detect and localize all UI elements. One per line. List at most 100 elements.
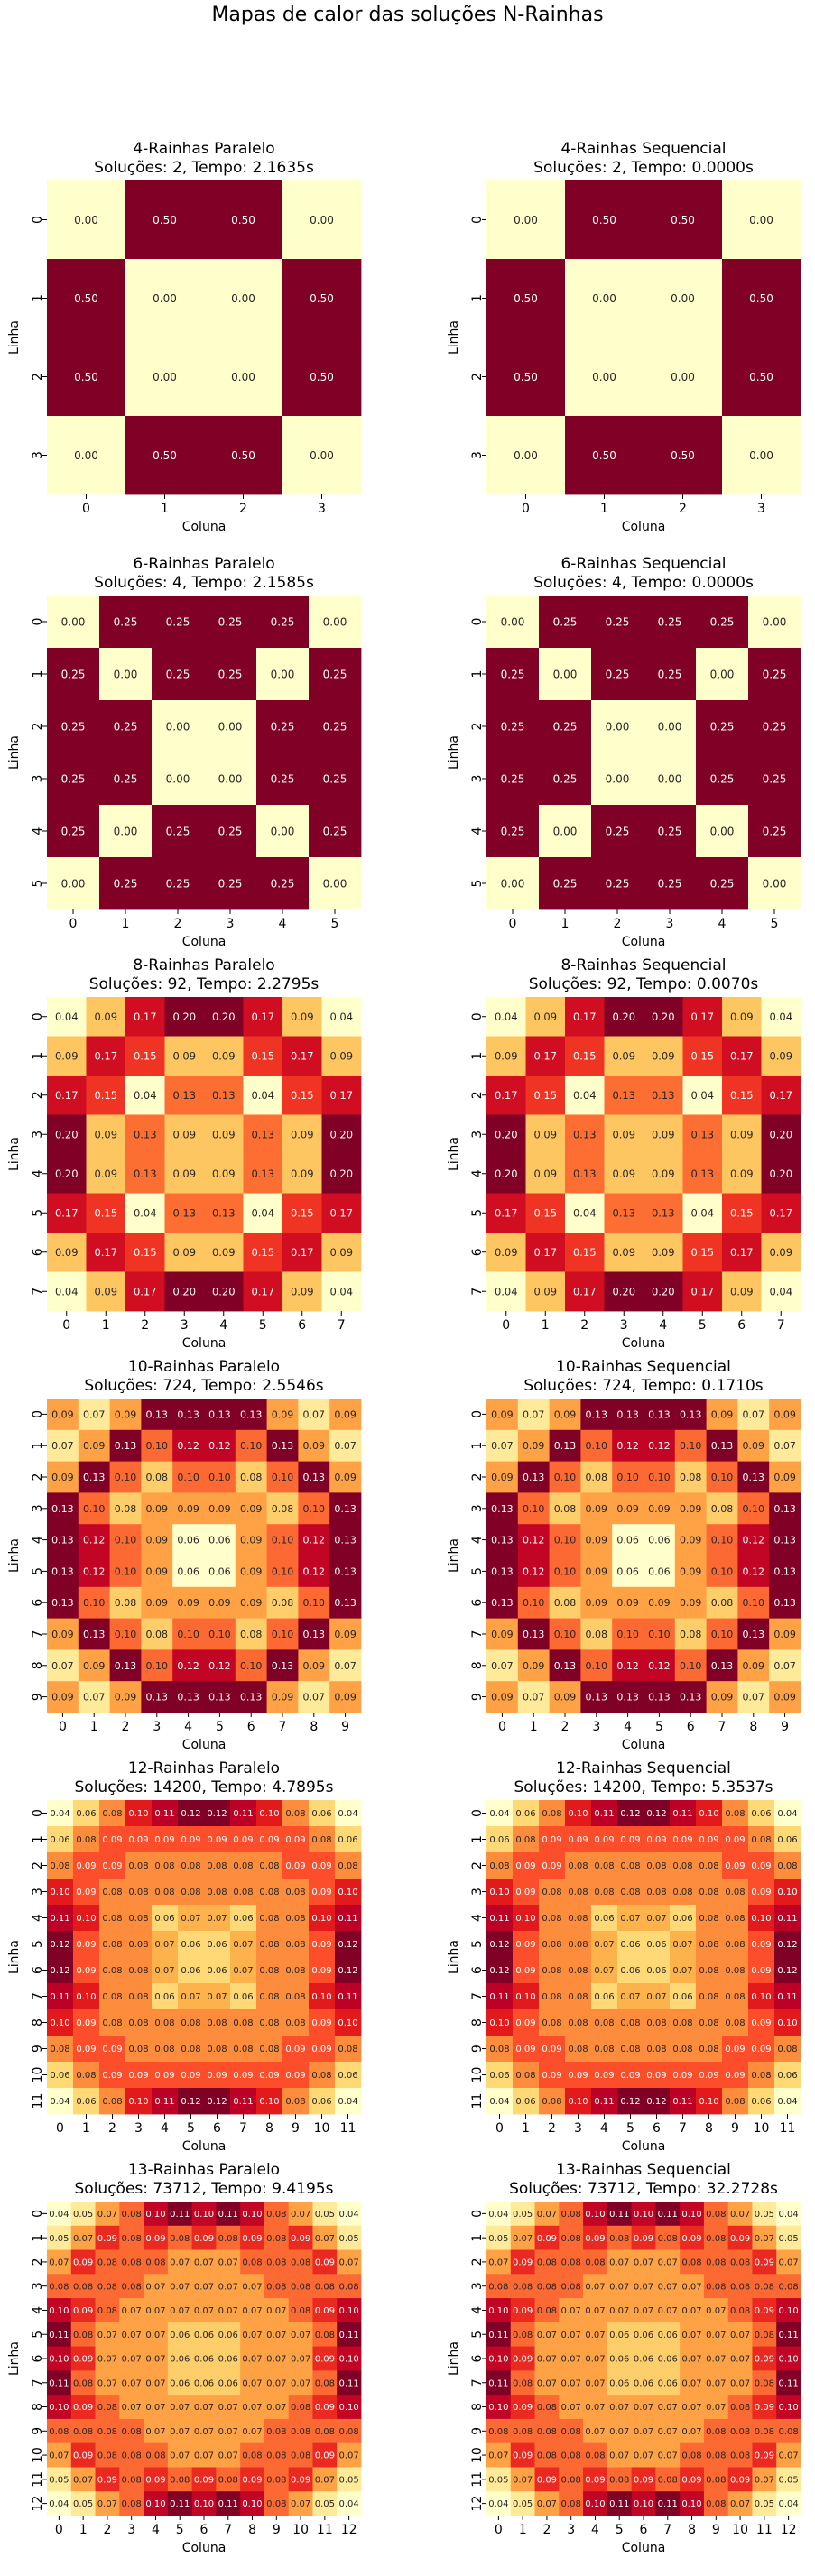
cell-label: 0.08 bbox=[730, 2306, 750, 2316]
cell-label: 0.08 bbox=[609, 2234, 629, 2244]
cell-label: 0.08 bbox=[699, 1966, 718, 1976]
heatmap-cell bbox=[486, 1556, 519, 1588]
heatmap-cell bbox=[243, 1036, 283, 1076]
heatmap-cell bbox=[298, 1649, 330, 1682]
x-tick-label: 3 bbox=[567, 2523, 575, 2537]
cell-label: 0.09 bbox=[699, 2071, 718, 2081]
cell-label: 0.12 bbox=[777, 1966, 797, 1976]
heatmap-cell bbox=[152, 752, 205, 806]
cell-label: 0.08 bbox=[777, 1861, 797, 1871]
heatmap-cell bbox=[674, 1492, 707, 1525]
cell-label: 0.07 bbox=[242, 2331, 262, 2341]
cell-label: 0.11 bbox=[50, 1992, 69, 2002]
heatmap-cell bbox=[152, 805, 205, 858]
cell-label: 0.10 bbox=[49, 2306, 69, 2316]
cell-label: 0.08 bbox=[181, 1861, 200, 1871]
heatmap-cell bbox=[722, 997, 762, 1037]
heatmap-cell bbox=[125, 259, 205, 338]
cell-label: 0.08 bbox=[568, 1966, 588, 1976]
cell-label: 0.08 bbox=[620, 1861, 640, 1871]
cell-label: 0.09 bbox=[648, 1503, 671, 1515]
heatmap-cell bbox=[486, 1399, 519, 1431]
heatmap-cell bbox=[266, 1618, 299, 1650]
cell-label: 0.12 bbox=[338, 1966, 357, 1976]
x-tick-label: 7 bbox=[239, 2121, 247, 2136]
cell-label: 0.06 bbox=[208, 1535, 231, 1547]
cell-label: 0.10 bbox=[146, 1440, 169, 1452]
cell-label: 0.08 bbox=[568, 2018, 588, 2028]
cell-label: 0.08 bbox=[730, 2282, 750, 2292]
cell-label: 0.09 bbox=[315, 2306, 335, 2316]
y-tick-label: 1 bbox=[31, 1442, 45, 1450]
heatmap-cell bbox=[86, 1076, 126, 1115]
x-tick-label: 1 bbox=[90, 1720, 98, 1734]
heatmap-cell bbox=[172, 1556, 205, 1588]
cell-label: 0.25 bbox=[61, 772, 86, 785]
cell-label: 0.08 bbox=[488, 2282, 508, 2292]
y-tick-label: 8 bbox=[31, 2018, 45, 2027]
cell-label: 0.07 bbox=[730, 2331, 750, 2341]
cell-label: 0.08 bbox=[266, 2258, 286, 2268]
heatmap-cell bbox=[256, 1852, 283, 1879]
heatmap-cell bbox=[644, 1233, 683, 1272]
cell-label: 0.10 bbox=[778, 2355, 798, 2365]
heatmap-cell bbox=[256, 1905, 283, 1932]
heatmap-cell bbox=[266, 1524, 299, 1556]
heatmap-cell bbox=[612, 1681, 644, 1713]
heatmap-cell bbox=[696, 596, 749, 649]
cell-label: 0.07 bbox=[315, 2475, 335, 2485]
cell-label: 0.09 bbox=[730, 2234, 750, 2244]
heatmap-cell bbox=[335, 1905, 362, 1932]
heatmap-cell bbox=[256, 752, 310, 806]
heatmap-cell bbox=[204, 1879, 231, 1906]
panel-subtitle: Soluções: 4, Tempo: 0.0000s bbox=[533, 574, 754, 592]
cell-label: 0.08 bbox=[542, 1992, 561, 2002]
heatmap-cell bbox=[517, 1586, 550, 1619]
cell-label: 0.08 bbox=[725, 1809, 745, 1819]
cell-label: 0.09 bbox=[594, 1835, 614, 1845]
cell-label: 0.09 bbox=[240, 1535, 263, 1547]
heatmap-cell bbox=[644, 1429, 676, 1462]
cell-label: 0.10 bbox=[311, 1992, 331, 2002]
heatmap-cell bbox=[706, 1461, 738, 1493]
cell-label: 0.06 bbox=[177, 1535, 199, 1547]
cell-label: 0.11 bbox=[489, 1914, 509, 1924]
heatmap-cell bbox=[706, 1556, 738, 1588]
cell-label: 0.06 bbox=[634, 2331, 653, 2341]
cell-label: 0.09 bbox=[102, 2045, 122, 2054]
heatmap-cell bbox=[761, 997, 801, 1037]
cell-label: 0.10 bbox=[554, 1565, 577, 1577]
cell-label: 0.06 bbox=[207, 1940, 227, 1950]
heatmap-cell bbox=[282, 1800, 310, 1827]
cell-label: 0.08 bbox=[285, 2097, 305, 2107]
heatmap-cell bbox=[109, 1399, 142, 1431]
cell-label: 0.07 bbox=[170, 2306, 190, 2316]
heatmap-cell bbox=[172, 1681, 205, 1713]
cell-label: 0.25 bbox=[606, 615, 630, 628]
cell-label: 0.05 bbox=[755, 2499, 774, 2509]
cell-label: 0.09 bbox=[542, 2071, 561, 2081]
heatmap-cell bbox=[321, 1233, 362, 1272]
cell-label: 0.12 bbox=[620, 1809, 640, 1819]
heatmap-cell bbox=[486, 596, 540, 649]
cell-label: 0.25 bbox=[323, 825, 347, 837]
heatmap-cell bbox=[243, 1114, 283, 1155]
panel-subtitle: Soluções: 2, Tempo: 2.1635s bbox=[94, 159, 314, 177]
cell-label: 0.08 bbox=[115, 1597, 137, 1609]
heatmap-cell bbox=[309, 1983, 336, 2010]
cell-label: 0.12 bbox=[616, 1440, 639, 1452]
heatmap-cell bbox=[321, 997, 362, 1037]
heatmap-cell bbox=[565, 180, 644, 260]
cell-label: 0.09 bbox=[652, 1246, 675, 1259]
cell-label: 0.08 bbox=[122, 2499, 142, 2509]
heatmap-cell bbox=[125, 1800, 153, 1827]
heatmap-cell bbox=[309, 1826, 336, 1853]
heatmap-cell bbox=[99, 700, 153, 753]
heatmap-cell bbox=[204, 1931, 231, 1958]
heatmap-cell bbox=[282, 2009, 310, 2036]
cell-label: 0.07 bbox=[646, 1992, 666, 2002]
cell-label: 0.07 bbox=[233, 1940, 253, 1950]
cell-label: 0.08 bbox=[285, 1888, 305, 1897]
